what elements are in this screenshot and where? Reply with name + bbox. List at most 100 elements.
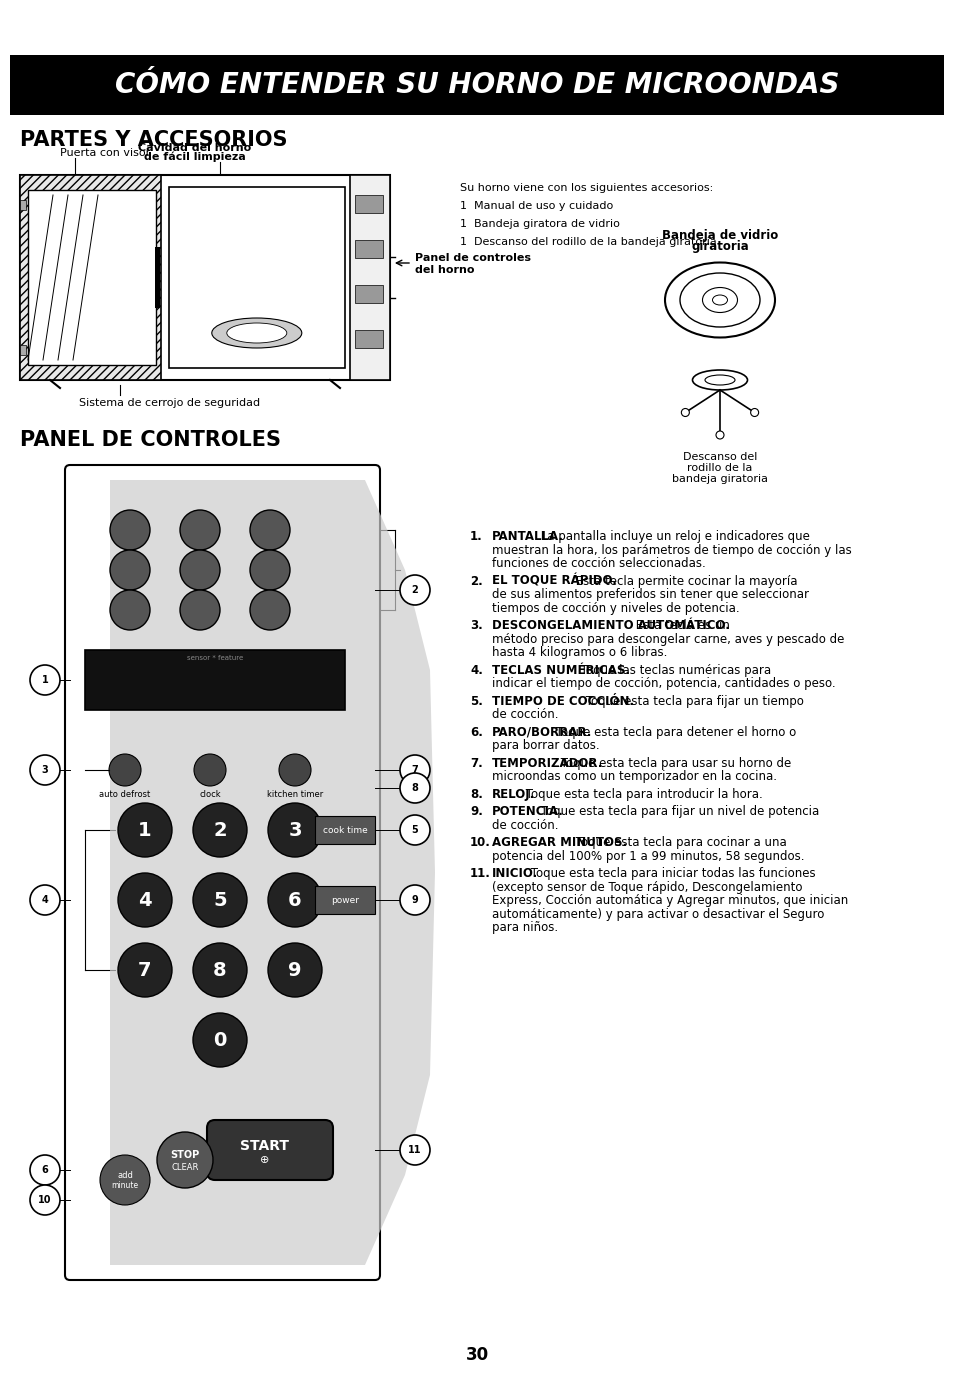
Bar	[355, 285, 382, 303]
Text: power: power	[331, 895, 358, 905]
Circle shape	[100, 1155, 150, 1205]
Text: 5: 5	[213, 891, 227, 909]
Text: 9: 9	[288, 960, 301, 980]
Circle shape	[193, 873, 247, 927]
Text: método preciso para descongelar carne, aves y pescado de: método preciso para descongelar carne, a…	[492, 633, 843, 645]
Text: 4: 4	[138, 891, 152, 909]
Bar	[355, 240, 382, 258]
Bar	[355, 330, 382, 348]
Text: PARTES Y ACCESORIOS: PARTES Y ACCESORIOS	[20, 130, 287, 150]
Text: 1  Manual de uso y cuidado: 1 Manual de uso y cuidado	[459, 201, 613, 211]
Circle shape	[180, 590, 220, 630]
Text: de cocción.: de cocción.	[492, 819, 558, 831]
Text: Toque las teclas numéricas para: Toque las teclas numéricas para	[577, 663, 770, 676]
Text: Descanso del: Descanso del	[682, 452, 757, 462]
Text: 8.: 8.	[470, 787, 482, 801]
Text: CLEAR: CLEAR	[172, 1163, 198, 1173]
Circle shape	[268, 942, 322, 997]
Circle shape	[250, 550, 290, 590]
Text: de fácil limpieza: de fácil limpieza	[144, 151, 246, 162]
Circle shape	[716, 432, 723, 439]
Text: minute: minute	[112, 1181, 138, 1191]
Text: 7.: 7.	[470, 756, 482, 769]
Text: 11: 11	[408, 1145, 421, 1155]
Circle shape	[399, 815, 430, 845]
Text: INICIO.: INICIO.	[492, 868, 537, 880]
Text: EL TOQUE RÁPIDO.: EL TOQUE RÁPIDO.	[492, 575, 617, 587]
Circle shape	[399, 886, 430, 915]
Text: 11.: 11.	[470, 868, 491, 880]
Circle shape	[399, 755, 430, 786]
Text: 8: 8	[213, 960, 227, 980]
Text: PANTALLA.: PANTALLA.	[492, 530, 563, 543]
Circle shape	[399, 575, 430, 605]
Text: Esta tecla es un: Esta tecla es un	[631, 619, 729, 632]
Ellipse shape	[212, 318, 301, 348]
Text: 1  Descanso del rodillo de la bandeja giratoria: 1 Descanso del rodillo de la bandeja gir…	[459, 237, 716, 247]
Circle shape	[110, 550, 150, 590]
Text: DESCONGELAMIENTO AUTOMÁTICO.: DESCONGELAMIENTO AUTOMÁTICO.	[492, 619, 729, 632]
Text: Express, Cocción automática y Agregar minutos, que inician: Express, Cocción automática y Agregar mi…	[492, 894, 847, 906]
Text: 9: 9	[411, 895, 418, 905]
Circle shape	[110, 509, 150, 550]
Text: (excepto sensor de Toque rápido, Descongelamiento: (excepto sensor de Toque rápido, Descong…	[492, 880, 801, 894]
Text: 6.: 6.	[470, 726, 482, 738]
Text: Toque esta tecla para fijar un tiempo: Toque esta tecla para fijar un tiempo	[581, 694, 803, 708]
Bar	[20, 175, 160, 380]
Circle shape	[193, 754, 226, 786]
Text: PARO/BORRAR.: PARO/BORRAR.	[492, 726, 592, 738]
Circle shape	[268, 804, 322, 856]
Circle shape	[157, 1133, 213, 1188]
Text: muestran la hora, los parámetros de tiempo de cocción y las: muestran la hora, los parámetros de tiem…	[492, 544, 851, 557]
Text: PANEL DE CONTROLES: PANEL DE CONTROLES	[20, 430, 281, 450]
Bar	[154, 247, 159, 308]
Text: 1.: 1.	[470, 530, 482, 543]
Text: TIEMPO DE COCCIÓN.: TIEMPO DE COCCIÓN.	[492, 694, 634, 708]
Text: TEMPORIZADOR.: TEMPORIZADOR.	[492, 756, 602, 769]
Circle shape	[268, 873, 322, 927]
Text: microondas como un temporizador en la cocina.: microondas como un temporizador en la co…	[492, 770, 776, 783]
Ellipse shape	[664, 262, 774, 337]
Text: potencia del 100% por 1 a 99 minutos, 58 segundos.: potencia del 100% por 1 a 99 minutos, 58…	[492, 849, 803, 862]
Text: de cocción.: de cocción.	[492, 708, 558, 720]
Text: cook time: cook time	[322, 826, 367, 834]
Text: STOP: STOP	[171, 1151, 199, 1160]
Text: Toque esta tecla para detener el horno o: Toque esta tecla para detener el horno o	[552, 726, 796, 738]
Ellipse shape	[701, 287, 737, 312]
Text: 30: 30	[465, 1346, 488, 1364]
Text: 8: 8	[411, 783, 418, 793]
Bar	[28, 190, 155, 365]
Text: 3: 3	[42, 765, 49, 775]
Circle shape	[399, 773, 430, 804]
Text: 2: 2	[213, 820, 227, 840]
Circle shape	[30, 1185, 60, 1214]
Text: 7: 7	[411, 765, 418, 775]
Text: del horno: del horno	[415, 265, 474, 275]
Text: 1: 1	[138, 820, 152, 840]
Text: START: START	[240, 1140, 289, 1153]
Text: CÓMO ENTENDER SU HORNO DE MICROONDAS: CÓMO ENTENDER SU HORNO DE MICROONDAS	[114, 71, 839, 99]
Text: Toque esta tecla para cocinar a una: Toque esta tecla para cocinar a una	[572, 836, 786, 849]
Circle shape	[118, 873, 172, 927]
Circle shape	[30, 1155, 60, 1185]
Text: 6: 6	[42, 1165, 49, 1176]
Text: 4.: 4.	[470, 663, 482, 676]
Text: Sistema de cerrojo de seguridad: Sistema de cerrojo de seguridad	[79, 398, 260, 408]
Text: kitchen timer: kitchen timer	[267, 790, 323, 799]
Circle shape	[118, 942, 172, 997]
Circle shape	[180, 509, 220, 550]
Text: Cavidad del horno: Cavidad del horno	[138, 143, 252, 153]
Text: AGREGAR MINUTOS.: AGREGAR MINUTOS.	[492, 836, 626, 849]
Text: Toque esta tecla para iniciar todas las funciones: Toque esta tecla para iniciar todas las …	[526, 868, 815, 880]
Text: Toque esta tecla para introducir la hora.: Toque esta tecla para introducir la hora…	[521, 787, 762, 801]
Bar	[10, 56, 943, 115]
Circle shape	[118, 804, 172, 856]
Text: Toque esta tecla para fijar un nivel de potencia: Toque esta tecla para fijar un nivel de …	[537, 805, 819, 818]
Circle shape	[193, 942, 247, 997]
Text: giratoria: giratoria	[690, 240, 748, 253]
Circle shape	[30, 886, 60, 915]
Text: RELOJ.: RELOJ.	[492, 787, 535, 801]
Text: rodillo de la: rodillo de la	[686, 464, 752, 473]
Text: clock: clock	[199, 790, 220, 799]
Text: 10.: 10.	[470, 836, 491, 849]
